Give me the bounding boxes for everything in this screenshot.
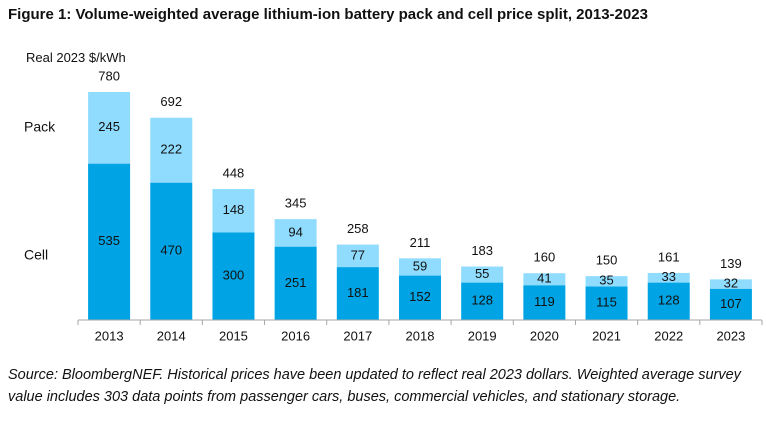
label-total-2016: 345 [285,196,307,211]
bar-pack-2017 [336,244,379,268]
label-cell-2018: 152 [409,289,431,304]
label-cell-2017: 181 [347,285,369,300]
bar-pack-2019 [461,266,504,283]
bar-pack-2021 [585,276,628,287]
label-cell-2022: 128 [658,293,680,308]
x-tick-2018: 2018 [406,328,435,343]
label-total-2018: 211 [410,235,431,250]
bar-cell-2016 [274,246,317,320]
label-total-2023: 139 [720,256,742,271]
chart-title: Figure 1: Volume-weighted average lithiu… [8,6,648,23]
label-total-2013: 780 [98,68,120,83]
bar-cell-2018 [399,275,441,320]
y-axis-label: Real 2023 $/kWh [26,50,126,65]
label-cell-2013: 535 [98,233,120,248]
bar-cell-2023 [709,288,752,320]
labels-group: 535 245 780 470 222 692 300 148 448 251 94 345 181 77… [98,68,742,310]
bar-pack-2014 [150,117,193,183]
bar-pack-2020 [523,273,566,286]
label-pack-2013: 245 [98,119,120,134]
label-cell-2016: 251 [285,275,307,290]
label-pack-2019: 55 [475,266,489,281]
bar-cell-2013 [88,163,131,320]
bar-pack-2018 [399,258,441,276]
bar-cell-2020 [523,285,566,320]
label-cell-2014: 470 [160,243,182,258]
label-pack-2018: 59 [413,258,427,273]
label-total-2021: 150 [596,253,618,268]
bar-cell-2014 [150,182,193,320]
source-note: Source: BloombergNEF. Historical prices … [8,367,741,405]
label-pack-2016: 94 [288,224,302,239]
label-cell-2021: 115 [596,295,617,310]
label-pack-2017: 77 [351,247,365,262]
x-tick-2022: 2022 [654,328,683,343]
bar-cell-2021 [585,286,628,320]
bar-pack-2015 [212,189,255,233]
x-tick-2017: 2017 [343,328,372,343]
label-cell-2019: 128 [471,293,493,308]
label-pack-2022: 33 [661,269,675,284]
label-pack-2023: 32 [724,275,738,290]
label-pack-2015: 148 [223,202,245,217]
label-pack-2020: 41 [537,271,551,286]
bar-cell-2022 [647,282,690,320]
bar-pack-2022 [647,272,690,283]
bars-group [88,92,752,320]
x-tick-2023: 2023 [716,328,745,343]
legend-cell: Cell [24,247,48,263]
x-tick-2020: 2020 [530,328,559,343]
label-total-2020: 160 [534,250,556,265]
label-pack-2021: 35 [599,273,613,288]
label-cell-2015: 300 [223,268,245,283]
x-tick-2013: 2013 [95,328,124,343]
label-total-2017: 258 [347,221,369,236]
x-tick-2021: 2021 [592,328,621,343]
bar-pack-2016 [274,219,317,247]
x-tick-2014: 2014 [157,328,186,343]
bar-pack-2013 [88,92,131,164]
label-total-2014: 692 [160,94,182,109]
bar-cell-2017 [336,267,379,320]
x-axis-ticks: 2013 2014 2015 2016 2017 2018 2019 2020 2021 2022… [77,320,763,343]
label-total-2022: 161 [658,249,680,264]
label-total-2019: 183 [471,243,493,258]
x-tick-2016: 2016 [281,328,310,343]
legend-pack: Pack [24,119,56,135]
bar-cell-2015 [212,232,255,320]
bar-pack-2023 [709,279,752,289]
legend-group: Pack Cell [24,119,56,263]
label-cell-2023: 107 [720,296,742,311]
label-total-2015: 448 [223,165,245,180]
bar-cell-2019 [461,282,504,320]
label-pack-2014: 222 [160,142,182,157]
stacked-bar-chart: 535 245 780 470 222 692 300 148 448 251 94 345 181 77… [24,68,763,343]
x-tick-2015: 2015 [219,328,248,343]
x-tick-2019: 2019 [468,328,497,343]
label-cell-2020: 119 [534,294,555,309]
